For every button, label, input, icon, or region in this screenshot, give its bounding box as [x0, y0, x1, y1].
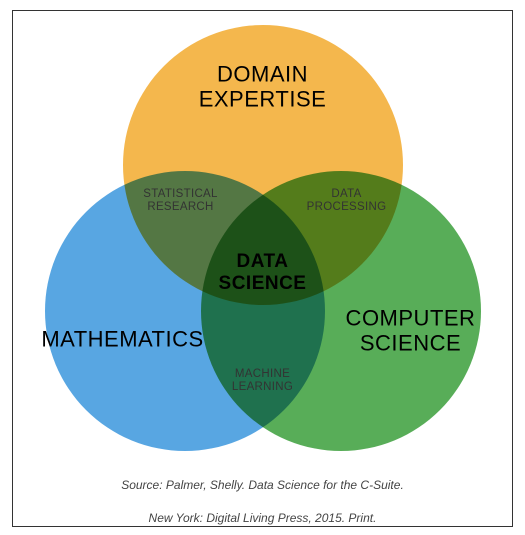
label-data-processing: DATA PROCESSING: [307, 188, 387, 214]
label-domain-expertise: DOMAIN EXPERTISE: [199, 62, 327, 113]
label-mathematics: MATHEMATICS: [41, 326, 203, 351]
source-caption: Source: Palmer, Shelly. Data Science for…: [121, 461, 404, 526]
label-statistical-research: STATISTICAL RESEARCH: [143, 188, 217, 214]
caption-line-2: New York: Digital Living Press, 2015. Pr…: [149, 511, 377, 525]
label-data-science-center: DATA SCIENCE: [219, 251, 307, 295]
caption-line-1: Source: Palmer, Shelly. Data Science for…: [121, 478, 404, 492]
label-machine-learning: MACHINE LEARNING: [232, 368, 293, 394]
venn-stage: DOMAIN EXPERTISE MATHEMATICS COMPUTER SC…: [23, 17, 503, 459]
label-computer-science: COMPUTER SCIENCE: [346, 306, 476, 357]
diagram-frame: DOMAIN EXPERTISE MATHEMATICS COMPUTER SC…: [12, 10, 513, 527]
